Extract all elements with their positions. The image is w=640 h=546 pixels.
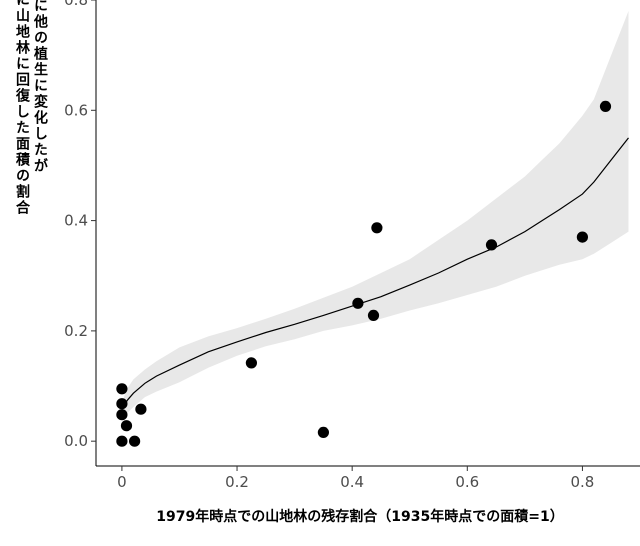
confidence-band-layer bbox=[121, 11, 629, 414]
data-point bbox=[352, 297, 364, 309]
x-tick-label: 0.4 bbox=[340, 473, 364, 491]
fit-line bbox=[121, 137, 629, 410]
data-point bbox=[317, 426, 329, 438]
y-tick-label: 0.2 bbox=[64, 322, 88, 340]
data-point bbox=[116, 398, 128, 410]
data-point bbox=[116, 435, 128, 447]
axis-titles-layer: 1979年時点での山地林の残存割合（1935年時点での面積=1） 1979年に他… bbox=[14, 0, 564, 525]
data-point bbox=[116, 383, 128, 395]
y-axis-title-line-2: 2011年に山地林に回復した面積の割合 bbox=[14, 0, 31, 216]
data-point bbox=[116, 409, 128, 421]
y-tick-label: 0.8 bbox=[64, 0, 88, 9]
data-point bbox=[135, 403, 147, 415]
x-tick-label: 0.6 bbox=[455, 473, 479, 491]
x-tick-label: 0.8 bbox=[571, 473, 595, 491]
data-point bbox=[245, 357, 257, 369]
x-axis-title: 1979年時点での山地林の残存割合（1935年時点での面積=1） bbox=[156, 508, 563, 525]
y-axis-title-line-1: 1979年に他の植生に変化したが bbox=[32, 0, 49, 174]
y-tick-label: 0.4 bbox=[64, 212, 88, 230]
data-point bbox=[576, 231, 589, 243]
y-tick-label: 0.0 bbox=[64, 432, 88, 450]
data-point bbox=[367, 309, 380, 321]
data-point bbox=[120, 420, 133, 432]
data-point bbox=[599, 100, 612, 112]
data-point bbox=[485, 239, 498, 251]
data-point bbox=[129, 435, 141, 447]
data-points-layer bbox=[116, 100, 612, 447]
axes-layer: 0.0 0.2 0.4 0.6 0.8 0 0.2 0.4 0.6 0.8 bbox=[64, 0, 640, 491]
x-tick-label: 0.2 bbox=[225, 473, 249, 491]
y-tick-label: 0.6 bbox=[64, 101, 88, 119]
fit-line-layer bbox=[121, 137, 629, 410]
confidence-band bbox=[121, 11, 629, 414]
data-point bbox=[371, 222, 383, 234]
x-tick-label: 0 bbox=[117, 473, 127, 491]
